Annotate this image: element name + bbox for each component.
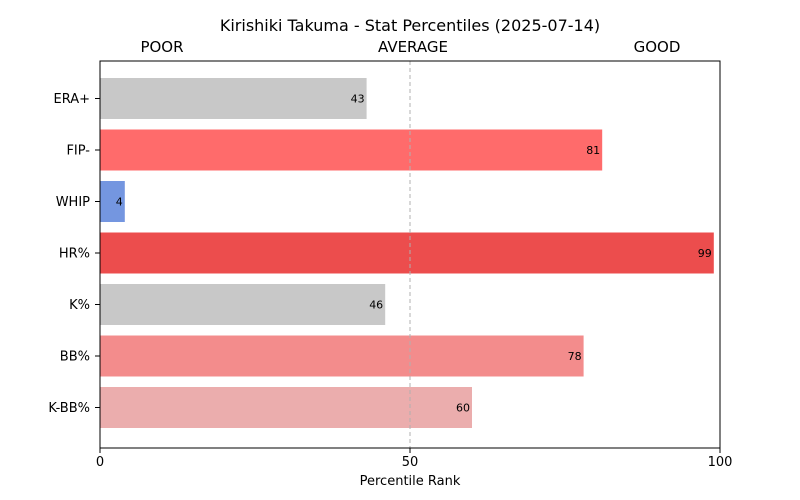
category-label: FIP- [66,144,90,159]
value-labels: 43 81 4 99 46 78 60 [116,93,712,415]
bars-layer [100,78,714,428]
value-label: 43 [351,93,365,106]
bar [100,335,584,377]
category-label: BB% [60,350,90,365]
value-label: 4 [116,196,123,209]
value-label: 99 [698,247,712,260]
category-label: K-BB% [48,401,90,416]
category-label: ERA+ [53,92,90,107]
zone-label-good: GOOD [634,38,681,56]
category-label: HR% [59,247,90,262]
x-axis-label: Percentile Rank [360,474,461,489]
category-label: K% [69,298,90,313]
bar [100,129,603,171]
bar [100,284,386,325]
value-label: 46 [369,299,383,312]
chart-title: Kirishiki Takuma - Stat Percentiles (202… [220,16,600,35]
category-labels: ERA+ FIP- WHIP HR% K% BB% K-BB% [48,92,100,416]
zone-label-poor: POOR [140,38,183,56]
x-tick-label-0: 0 [96,455,104,470]
category-label: WHIP [56,195,90,210]
value-label: 81 [586,144,600,157]
value-label: 78 [568,350,582,363]
bar [100,232,714,274]
x-tick-label-50: 50 [402,455,419,470]
bar [100,181,125,222]
value-label: 60 [456,402,470,415]
bar [100,78,367,119]
bar [100,387,472,428]
x-tick-label-100: 100 [708,455,733,470]
zone-label-average: AVERAGE [378,38,448,56]
